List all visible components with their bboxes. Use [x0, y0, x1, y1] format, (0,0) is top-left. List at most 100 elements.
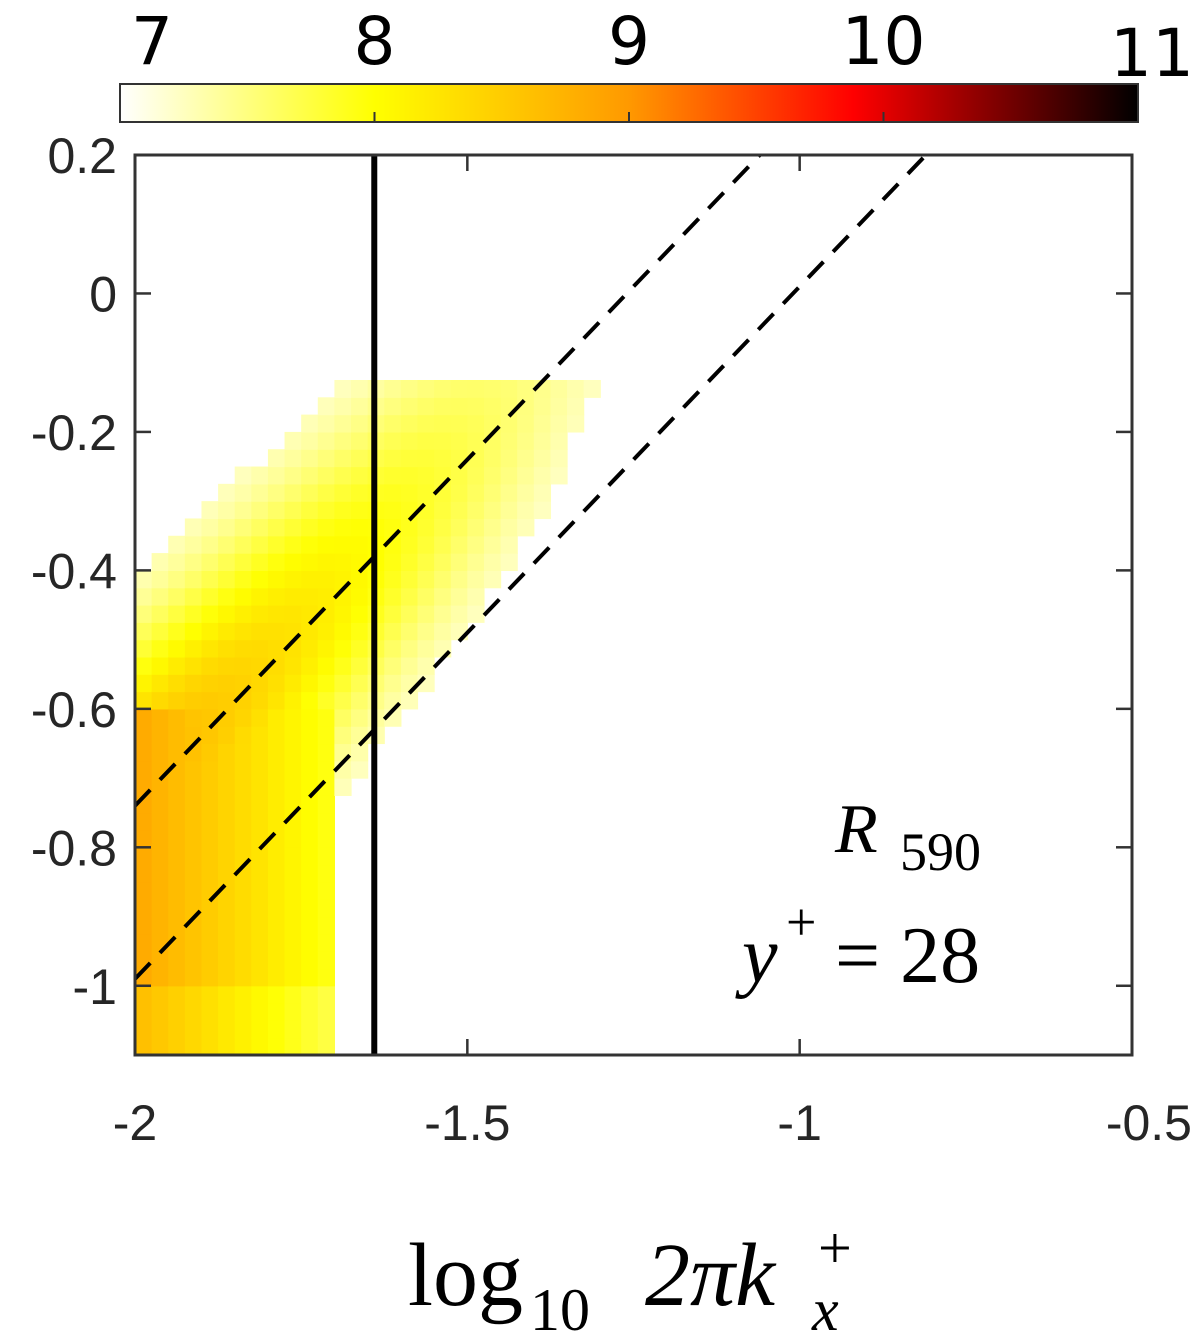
heatmap-cell [450, 414, 468, 433]
heatmap-cell [533, 414, 552, 433]
heatmap-cell [218, 553, 236, 571]
heatmap-cell [434, 587, 452, 606]
heatmap-cell [301, 639, 319, 658]
heatmap-cell [267, 691, 286, 710]
heatmap-cell [284, 951, 302, 970]
heatmap-cell [317, 760, 335, 779]
heatmap-cell [284, 743, 302, 762]
heatmap-cell [301, 570, 319, 589]
heatmap-cell [301, 933, 319, 952]
heatmap-cell [168, 570, 186, 589]
heatmap-cell [168, 795, 186, 814]
heatmap-cell [234, 968, 252, 987]
heatmap-cell [450, 553, 468, 571]
heatmap-cell [351, 535, 369, 554]
heatmap-cell [201, 587, 219, 606]
heatmap-cell [550, 397, 568, 416]
heatmap-cell [168, 968, 186, 987]
annotation: R 590 y + = 28 [735, 791, 981, 1000]
heatmap-cell [168, 881, 186, 900]
heatmap-cell [301, 760, 319, 779]
heatmap-cell [500, 414, 518, 433]
heatmap-cell [567, 414, 585, 433]
heatmap-cell [334, 726, 352, 745]
xlabel-base: 10 [530, 1277, 590, 1336]
heatmap-cell [417, 605, 435, 623]
heatmap-cell [467, 380, 485, 398]
heatmap-cell [168, 639, 186, 658]
heatmap-cell [351, 414, 369, 433]
y-tick-label: 0.2 [47, 128, 117, 184]
heatmap-cell [284, 605, 302, 623]
heatmap-cell [317, 535, 335, 554]
heatmap-cell [351, 656, 369, 675]
heatmap-cell [267, 1020, 286, 1039]
heatmap-cell [151, 795, 169, 814]
heatmap-cell [184, 951, 203, 970]
heatmap-cell [301, 726, 319, 745]
heatmap-cell [317, 847, 335, 866]
heatmap-cell [317, 414, 335, 433]
heatmap-cell [234, 830, 252, 848]
heatmap-cell [251, 743, 269, 762]
heatmap-cell [218, 726, 236, 745]
heatmap-cell [533, 397, 552, 416]
heatmap-cell [533, 501, 552, 520]
heatmap-cell [201, 968, 219, 987]
heatmap-cell [218, 518, 236, 537]
heatmap-cell [301, 587, 319, 606]
heatmap-cell [151, 1020, 169, 1039]
heatmap-cell [334, 518, 352, 537]
heatmap-cell [351, 691, 369, 710]
heatmap-cell [317, 899, 335, 918]
heatmap-cell [284, 431, 302, 450]
heatmap-cell [267, 1037, 286, 1055]
heatmap-cell [218, 916, 236, 935]
heatmap-cell [267, 933, 286, 952]
heatmap-cell [550, 380, 568, 398]
heatmap-cell [218, 830, 236, 848]
heatmap-cell [135, 570, 153, 589]
heatmap-cell [184, 691, 203, 710]
heatmap-cell [168, 778, 186, 796]
annotation-yplus-value: = 28 [815, 912, 980, 1000]
heatmap-cell [317, 951, 335, 970]
heatmap-cell [218, 864, 236, 883]
heatmap-cell [201, 605, 219, 623]
heatmap-cell [168, 951, 186, 970]
heatmap-cell [351, 466, 369, 485]
heatmap-cell [135, 830, 153, 848]
heatmap-cell [135, 656, 153, 675]
heatmap-cell [135, 916, 153, 935]
heatmap-cell [201, 951, 219, 970]
heatmap-cell [267, 587, 286, 606]
x-tick-label: -0.5 [1106, 1095, 1192, 1151]
heatmap-cell [400, 397, 419, 416]
heatmap-cell [317, 830, 335, 848]
heatmap-cell [400, 431, 419, 450]
heatmap-cell [251, 864, 269, 883]
heatmap-cell [218, 570, 236, 589]
annotation-y-sup: + [786, 892, 816, 952]
heatmap-cell [151, 778, 169, 796]
heatmap-cell [218, 1037, 236, 1055]
heatmap-cell [317, 916, 335, 935]
heatmap-cell [301, 656, 319, 675]
heatmap-cell [184, 570, 203, 589]
heatmap-cell [417, 466, 435, 485]
heatmap-cell [267, 518, 286, 537]
heatmap-cell [400, 639, 419, 658]
heatmap-cell [417, 397, 435, 416]
heatmap-cell [533, 449, 552, 468]
heatmap-cell [267, 483, 286, 502]
heatmap-cell [284, 916, 302, 935]
heatmap-cell [384, 553, 402, 571]
heatmap-cell [234, 587, 252, 606]
heatmap-cell [135, 864, 153, 883]
heatmap-cell [234, 760, 252, 779]
heatmap-cell [400, 414, 419, 433]
heatmap-cell [135, 587, 153, 606]
heatmap-cell [467, 466, 485, 485]
x-tick-label: -1.5 [424, 1095, 510, 1151]
heatmap-cell [400, 570, 419, 589]
